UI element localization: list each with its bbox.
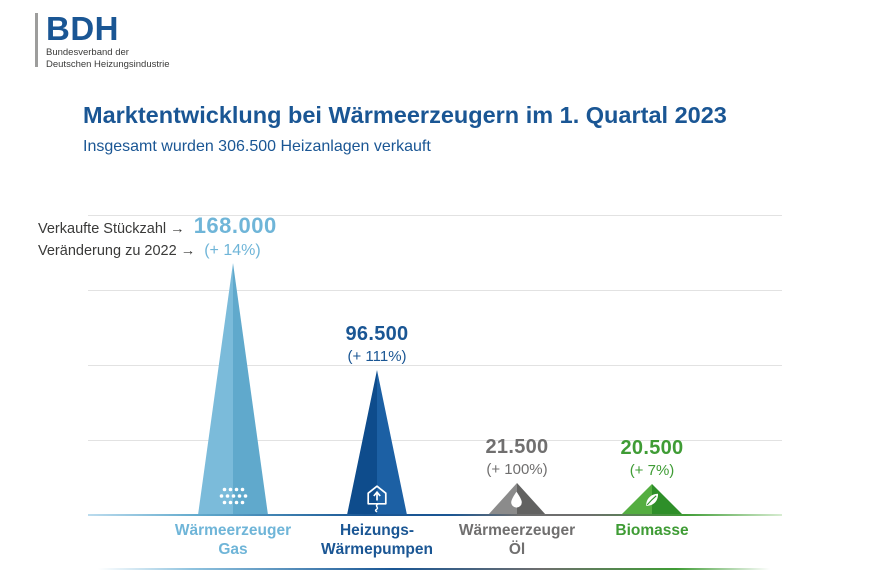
gas-burner-dots-icon	[219, 487, 248, 505]
value-biomasse: 20.500	[620, 437, 684, 459]
category-label-biomasse: Biomasse	[572, 521, 732, 540]
annotation-gas: Verkaufte Stückzahl → 168.000 Veränderun…	[38, 213, 277, 260]
category-label-biomasse-line1: Biomasse	[615, 522, 689, 539]
bdh-logo: BDH Bundesverband der Deutschen Heizungs…	[35, 10, 170, 70]
annotation-row-units: Verkaufte Stückzahl → 168.000	[38, 213, 277, 239]
change-biomasse: (+ 7%)	[629, 462, 675, 479]
value-label-biomasse: 20.500 (+ 7%)	[582, 437, 722, 479]
change-oel: (+ 100%)	[486, 461, 548, 478]
page-title: Marktentwicklung bei Wärmeerzeugern im 1…	[83, 102, 727, 128]
category-label-oel-line1: Wärmeerzeuger	[458, 522, 576, 539]
gridline-100000	[88, 365, 782, 366]
logo-divider-bar	[35, 13, 38, 67]
heat-pump-house-icon	[367, 485, 387, 513]
annotation-change-label: Veränderung zu 2022 →	[38, 243, 196, 259]
oil-droplet-icon	[511, 491, 522, 508]
category-label-gas-line1: Wärmeerzeuger	[174, 522, 292, 539]
logo-subline-1: Bundesverband der	[46, 47, 129, 59]
value-label-waermepumpen: 96.500 (+ 111%)	[307, 323, 447, 365]
annotation-units-label: Verkaufte Stückzahl →	[38, 221, 185, 237]
category-label-gas-line2: Gas	[218, 541, 248, 558]
logo-acronym: BDH	[46, 10, 119, 47]
gridline-200000	[88, 215, 782, 216]
annotation-row-change: Veränderung zu 2022 → (+ 14%)	[38, 242, 277, 260]
bottom-divider	[98, 568, 770, 570]
value-waermepumpen: 96.500	[345, 323, 409, 345]
chart-baseline	[88, 514, 782, 516]
logo-subline-2: Deutschen Heizungsindustrie	[46, 58, 170, 70]
page-subtitle: Insgesamt wurden 306.500 Heizanlagen ver…	[83, 138, 431, 156]
annotation-change-value: (+ 14%)	[204, 242, 261, 259]
annotation-units-value: 168.000	[193, 213, 277, 238]
leaf-icon	[646, 493, 659, 506]
value-oel: 21.500	[485, 436, 549, 458]
change-waermepumpen: (+ 111%)	[347, 348, 407, 365]
title-block: Marktentwicklung bei Wärmeerzeugern im 1…	[83, 102, 803, 156]
gridline-150000	[88, 290, 782, 291]
category-label-oel: Wärmeerzeuger Öl	[437, 521, 597, 559]
category-label-waermepumpen-line1: Heizungs-	[339, 522, 415, 539]
category-label-waermepumpen: Heizungs- Wärmepumpen	[297, 521, 457, 559]
category-label-oel-line2: Öl	[508, 541, 526, 558]
value-label-oel: 21.500 (+ 100%)	[447, 436, 587, 478]
logo-text: BDH Bundesverband der Deutschen Heizungs…	[46, 10, 170, 70]
cone-gas	[198, 263, 268, 515]
category-label-gas: Wärmeerzeuger Gas	[153, 521, 313, 559]
category-label-waermepumpen-line2: Wärmepumpen	[321, 541, 433, 558]
gridline-50000	[88, 440, 782, 441]
